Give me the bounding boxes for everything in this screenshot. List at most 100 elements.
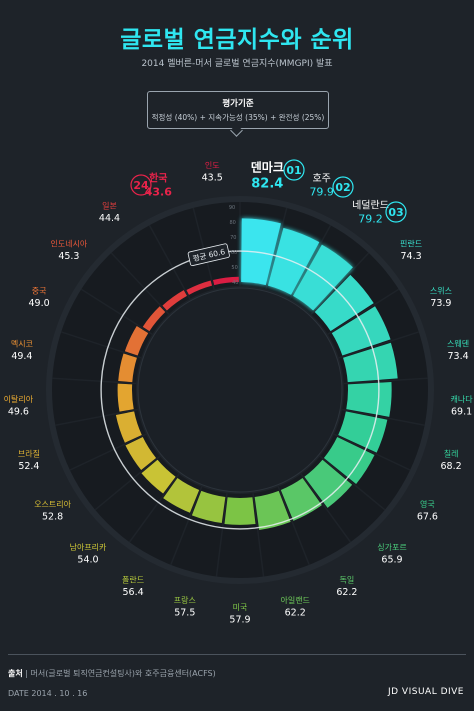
bar	[304, 459, 353, 508]
value-label: 79.2	[358, 212, 383, 225]
country-label: 호주	[312, 173, 330, 185]
brand-logo-mark: JD	[387, 687, 399, 697]
chart-core	[137, 287, 343, 493]
rank-badge: 03	[385, 201, 407, 223]
scale-tick-label: 60	[231, 250, 237, 256]
rank-badge: 24	[130, 174, 152, 196]
rank-badge-label: 02	[335, 181, 350, 194]
country-label: 캐나다	[451, 395, 474, 404]
segment-divider	[215, 493, 228, 577]
value-label: 79.9	[309, 186, 334, 199]
average-label-box	[187, 243, 230, 267]
country-label: 프랑스	[174, 595, 196, 605]
bar	[142, 306, 166, 332]
bar	[118, 353, 137, 383]
country-label: 네덜란드	[352, 199, 389, 211]
country-label: 스웨덴	[447, 338, 469, 348]
value-label: 43.6	[145, 186, 172, 199]
value-label: 49.0	[29, 298, 50, 309]
country-label: 일본	[102, 201, 117, 210]
segment-divider	[343, 377, 428, 385]
value-label: 52.8	[42, 512, 63, 523]
bar	[163, 478, 200, 513]
scale-tick-label: 70	[230, 235, 236, 241]
scale-tick-label: 90	[229, 205, 235, 211]
segment-divider	[277, 486, 310, 566]
criteria-title: 평가기준	[222, 99, 254, 109]
segment-divider	[170, 486, 203, 566]
average-label-group: 평균 60.6	[187, 243, 230, 267]
country-label: 독일	[340, 576, 355, 585]
value-label: 73.4	[448, 351, 469, 362]
value-label: 49.4	[11, 351, 32, 362]
country-label: 폴란드	[122, 575, 144, 585]
page-title: 글로벌 연금지수와 순위	[120, 27, 354, 53]
rank-badge-circle	[332, 176, 354, 198]
value-label: 45.3	[58, 251, 79, 262]
rank-badge: 01	[283, 159, 305, 181]
scale-tick-label: 40	[232, 280, 238, 286]
value-label: 65.9	[381, 554, 402, 565]
country-label: 브라질	[18, 450, 40, 459]
value-label: 73.9	[430, 298, 451, 309]
country-label: 덴마크	[251, 160, 284, 175]
country-label: 인도	[205, 160, 220, 170]
brand-logo: JD VISUAL DIVE	[388, 687, 464, 697]
segment-divider	[148, 224, 191, 300]
segment-divider	[69, 433, 147, 471]
segment-divider	[80, 288, 153, 335]
value-label: 43.5	[202, 172, 223, 183]
source-note: 출처 | 머서(글로벌 퇴직연금컨설팅사)와 호주금융센터(ACFS)	[8, 668, 216, 679]
value-label: 49.6	[8, 406, 29, 417]
page-subtitle: 2014 멜버른-머서 글로벌 연금지수(MMGPI) 발표	[141, 59, 333, 69]
bar	[117, 383, 134, 412]
country-label: 인도네시아	[50, 239, 87, 249]
bar	[141, 459, 176, 494]
value-label: 62.2	[285, 608, 306, 619]
segment-divider	[265, 207, 288, 290]
publish-date: DATE 2014 . 10 . 16	[8, 689, 88, 698]
value-label: 57.5	[174, 608, 195, 619]
bar	[343, 342, 398, 383]
segment-divider	[52, 377, 137, 385]
value-label: 67.6	[417, 512, 438, 523]
value-label: 62.2	[336, 587, 357, 598]
bar	[125, 437, 157, 471]
segment-divider	[310, 252, 370, 315]
bar	[162, 290, 187, 311]
country-label: 싱가포르	[377, 542, 406, 552]
country-label: 이탈리아	[4, 394, 34, 404]
rank-badge-circle	[130, 174, 152, 196]
bar	[323, 437, 375, 485]
country-label: 오스트리아	[34, 499, 71, 509]
scale-tick-label: 50	[231, 265, 237, 271]
brand-logo-text: VISUAL DIVE	[401, 687, 464, 697]
bar	[254, 490, 291, 530]
country-label: 남아프리카	[70, 542, 107, 552]
bar	[124, 325, 149, 356]
country-label: 영국	[420, 499, 435, 509]
scale-tick-label: 80	[230, 220, 236, 226]
rank-badge-label: 03	[388, 206, 403, 219]
segment-divider	[327, 288, 400, 335]
value-label: 69.1	[451, 406, 472, 417]
segment-divider	[342, 408, 425, 426]
value-label: 57.9	[229, 615, 250, 626]
country-label: 중국	[32, 287, 47, 296]
country-label: 칠레	[444, 450, 459, 459]
segment-divider	[110, 252, 170, 315]
segment-divider	[333, 433, 411, 471]
bar	[241, 218, 281, 286]
country-label: 한국	[149, 173, 167, 185]
segment-divider	[319, 455, 386, 511]
value-label: 56.4	[123, 587, 144, 598]
bar	[186, 280, 213, 295]
segment-divider	[55, 408, 138, 426]
criteria-detail: 적정성 (40%) + 지속가능성 (35%) + 완전성 (25%)	[151, 113, 325, 122]
value-label: 44.4	[99, 213, 120, 224]
rank-badge-label: 24	[133, 179, 149, 192]
source-label: 출처	[8, 669, 23, 678]
rank-badge-circle	[385, 201, 407, 223]
rank-badge-label: 01	[286, 164, 301, 177]
